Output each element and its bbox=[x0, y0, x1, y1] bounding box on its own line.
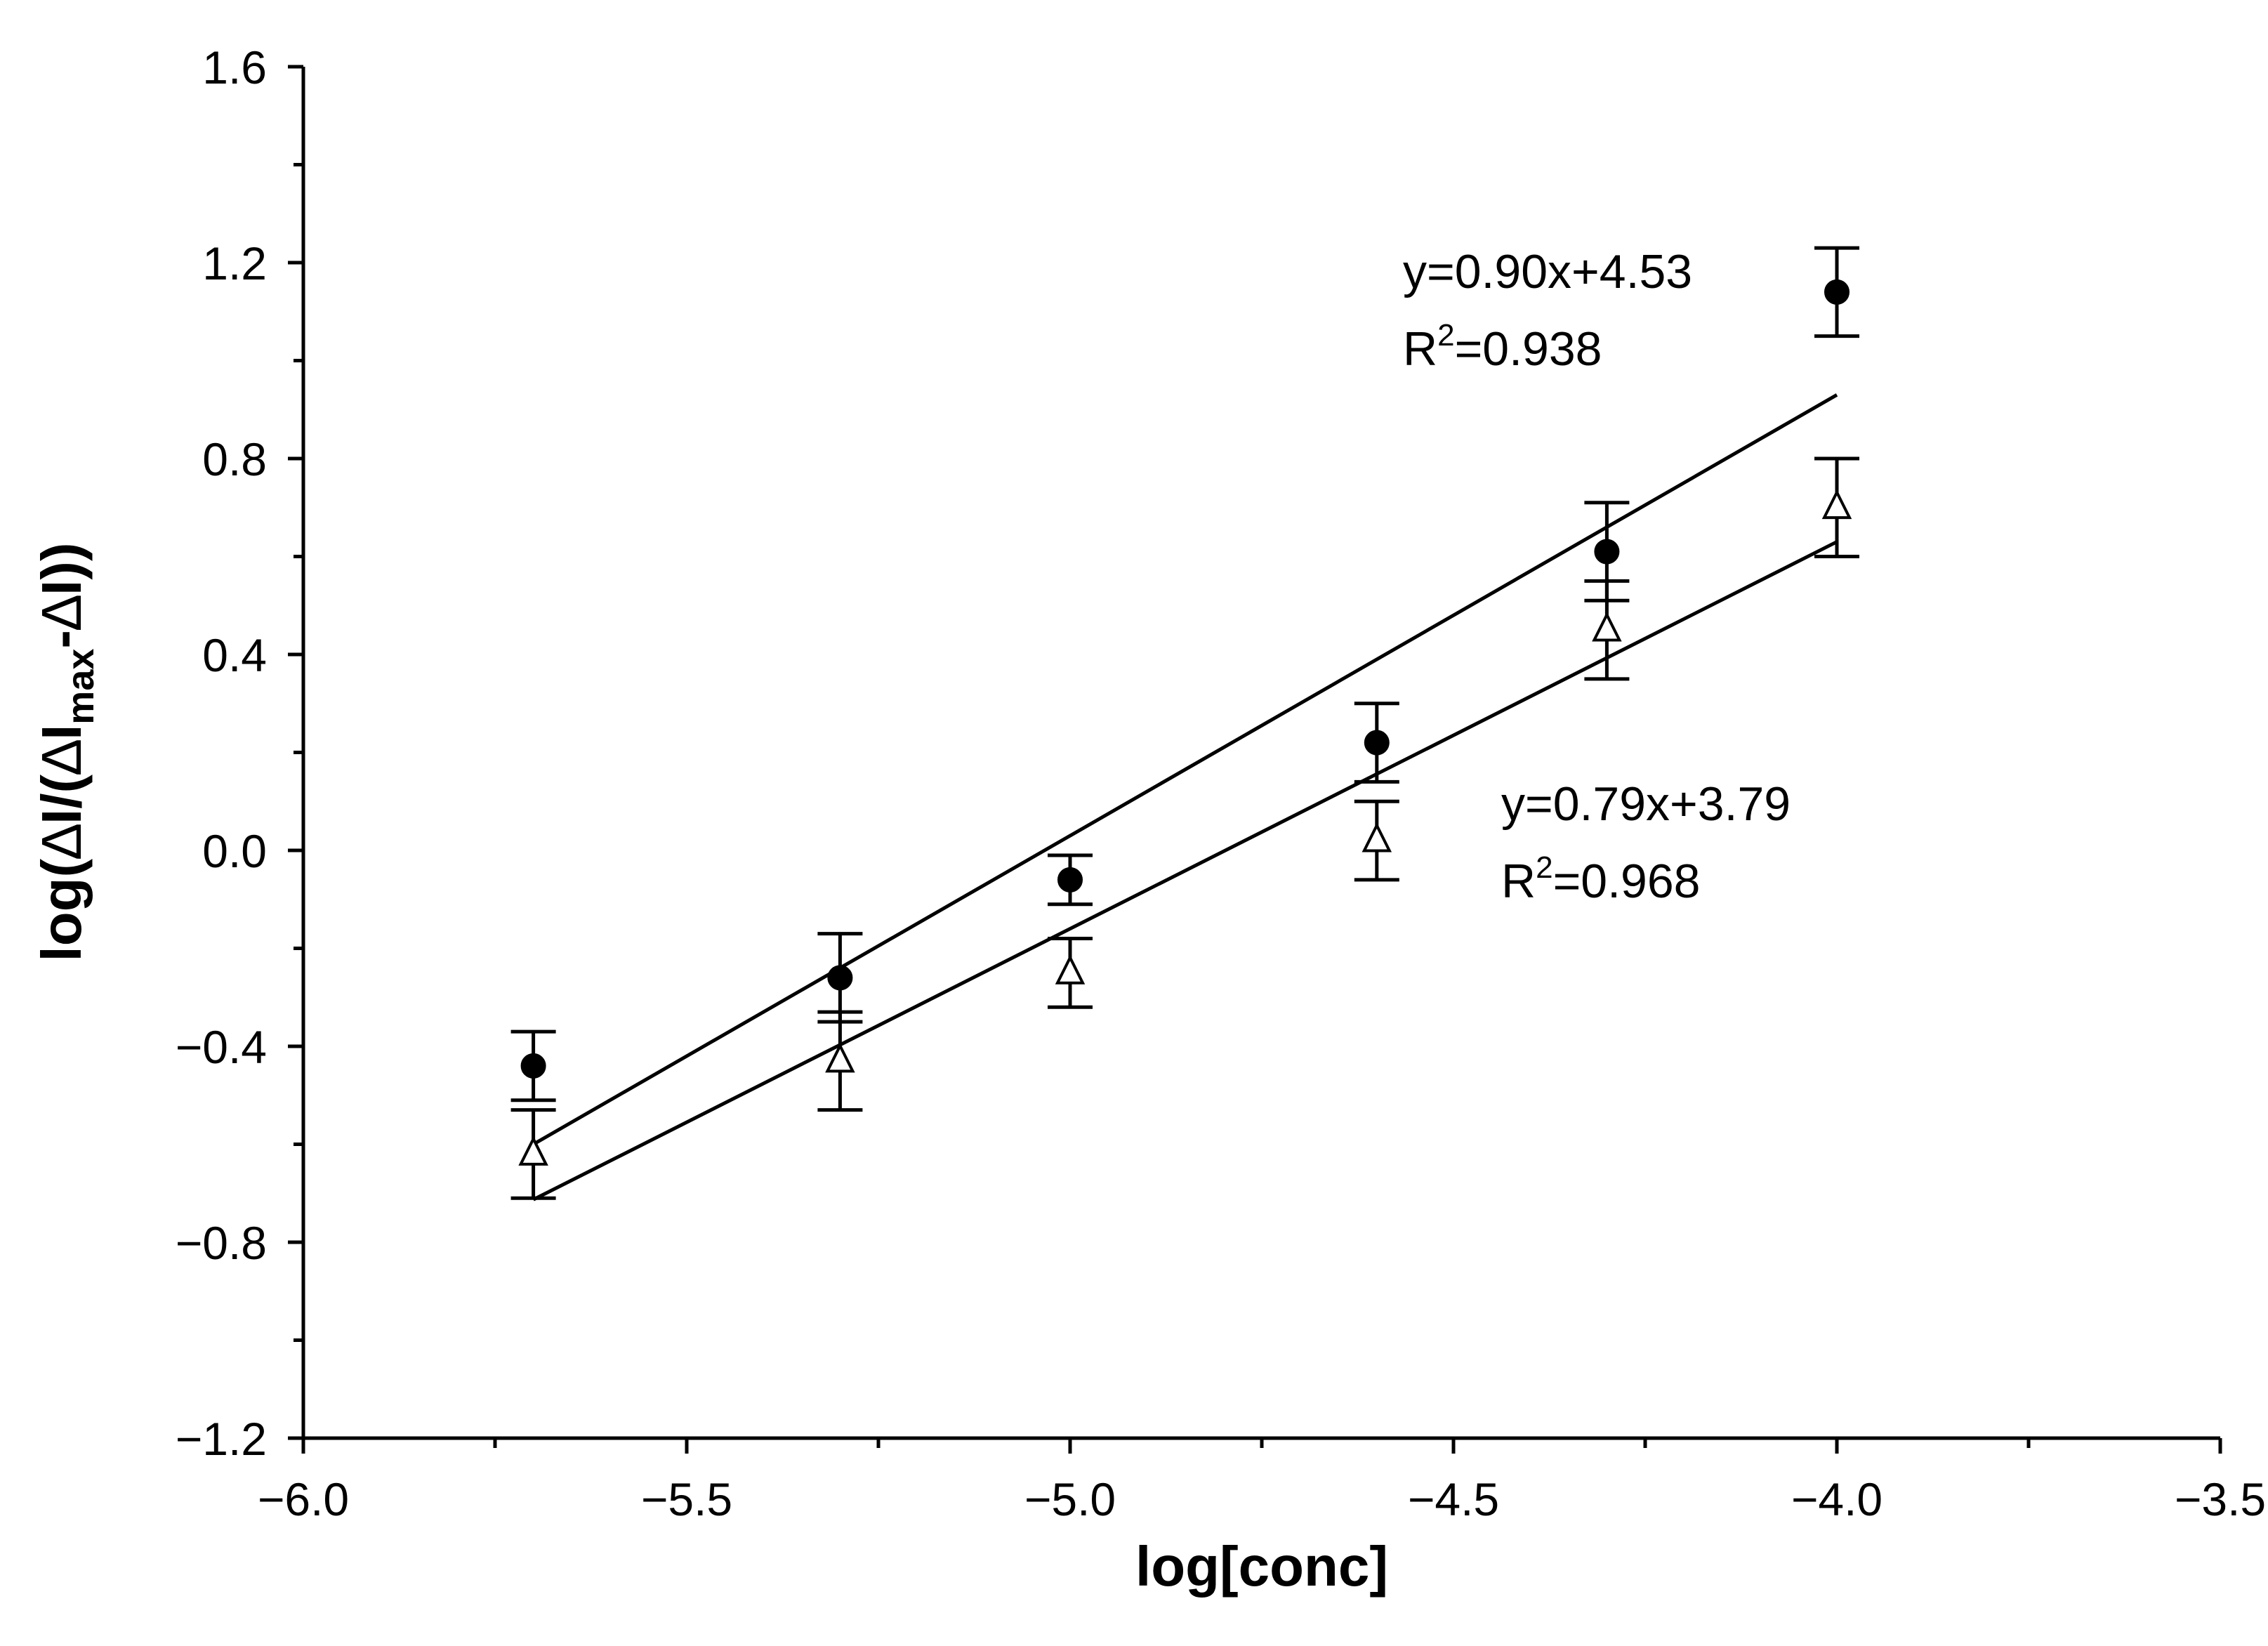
fit-line-layer bbox=[532, 393, 1838, 1201]
x-tick-label: −5.5 bbox=[641, 1473, 732, 1525]
data-point-circle bbox=[520, 1053, 546, 1079]
y-tick-label: 1.2 bbox=[202, 237, 267, 289]
data-point-layer bbox=[518, 279, 1852, 1166]
y-tick-label: −0.8 bbox=[176, 1217, 267, 1269]
tick-layer bbox=[288, 65, 2222, 1454]
data-point-triangle bbox=[1821, 489, 1852, 520]
data-point-triangle bbox=[1362, 822, 1392, 852]
data-point-circle bbox=[1594, 539, 1620, 565]
data-point-triangle bbox=[1592, 612, 1622, 642]
data-point-circle bbox=[1364, 730, 1390, 756]
y-tick-label: −1.2 bbox=[176, 1413, 267, 1465]
tick-label-layer: −6.0 −5.5 −5.0 −4.5 −4.0 −3.5 −1.2 −0.8 −0.4 0.0 0… bbox=[176, 41, 2266, 1525]
equation-series-1: y=0.90x+4.53 bbox=[1403, 245, 1692, 298]
y-tick-label: −0.4 bbox=[176, 1021, 267, 1073]
r2-series-2: R2=0.968 bbox=[1501, 850, 1700, 908]
x-tick-label: −3.5 bbox=[2175, 1473, 2266, 1525]
x-tick-label: −4.5 bbox=[1408, 1473, 1499, 1525]
error-bar-layer bbox=[510, 246, 1859, 1200]
fit-line-series-1 bbox=[532, 393, 1838, 1146]
data-point-triangle bbox=[1055, 954, 1086, 985]
x-tick-label: −4.0 bbox=[1791, 1473, 1883, 1525]
fit-line-series-2 bbox=[532, 540, 1838, 1201]
x-tick-label: −5.0 bbox=[1024, 1473, 1116, 1525]
data-point-circle bbox=[827, 965, 853, 991]
data-point-circle bbox=[1057, 867, 1083, 893]
data-point-triangle bbox=[825, 1042, 855, 1073]
x-axis-title: log[conc] bbox=[1135, 1535, 1388, 1598]
data-point-circle bbox=[1824, 279, 1850, 305]
r2-series-1: R2=0.938 bbox=[1403, 318, 1602, 376]
data-point-triangle bbox=[518, 1135, 548, 1166]
y-tick-label: 0.8 bbox=[202, 433, 267, 485]
y-axis-title: log(∆I/(∆Imax-∆I)) bbox=[30, 542, 102, 961]
x-tick-label: −6.0 bbox=[258, 1473, 349, 1525]
y-tick-label: 0.0 bbox=[202, 825, 267, 877]
y-tick-label: 1.6 bbox=[202, 41, 267, 93]
equation-series-2: y=0.79x+3.79 bbox=[1501, 777, 1791, 831]
y-tick-label: 0.4 bbox=[202, 629, 267, 681]
